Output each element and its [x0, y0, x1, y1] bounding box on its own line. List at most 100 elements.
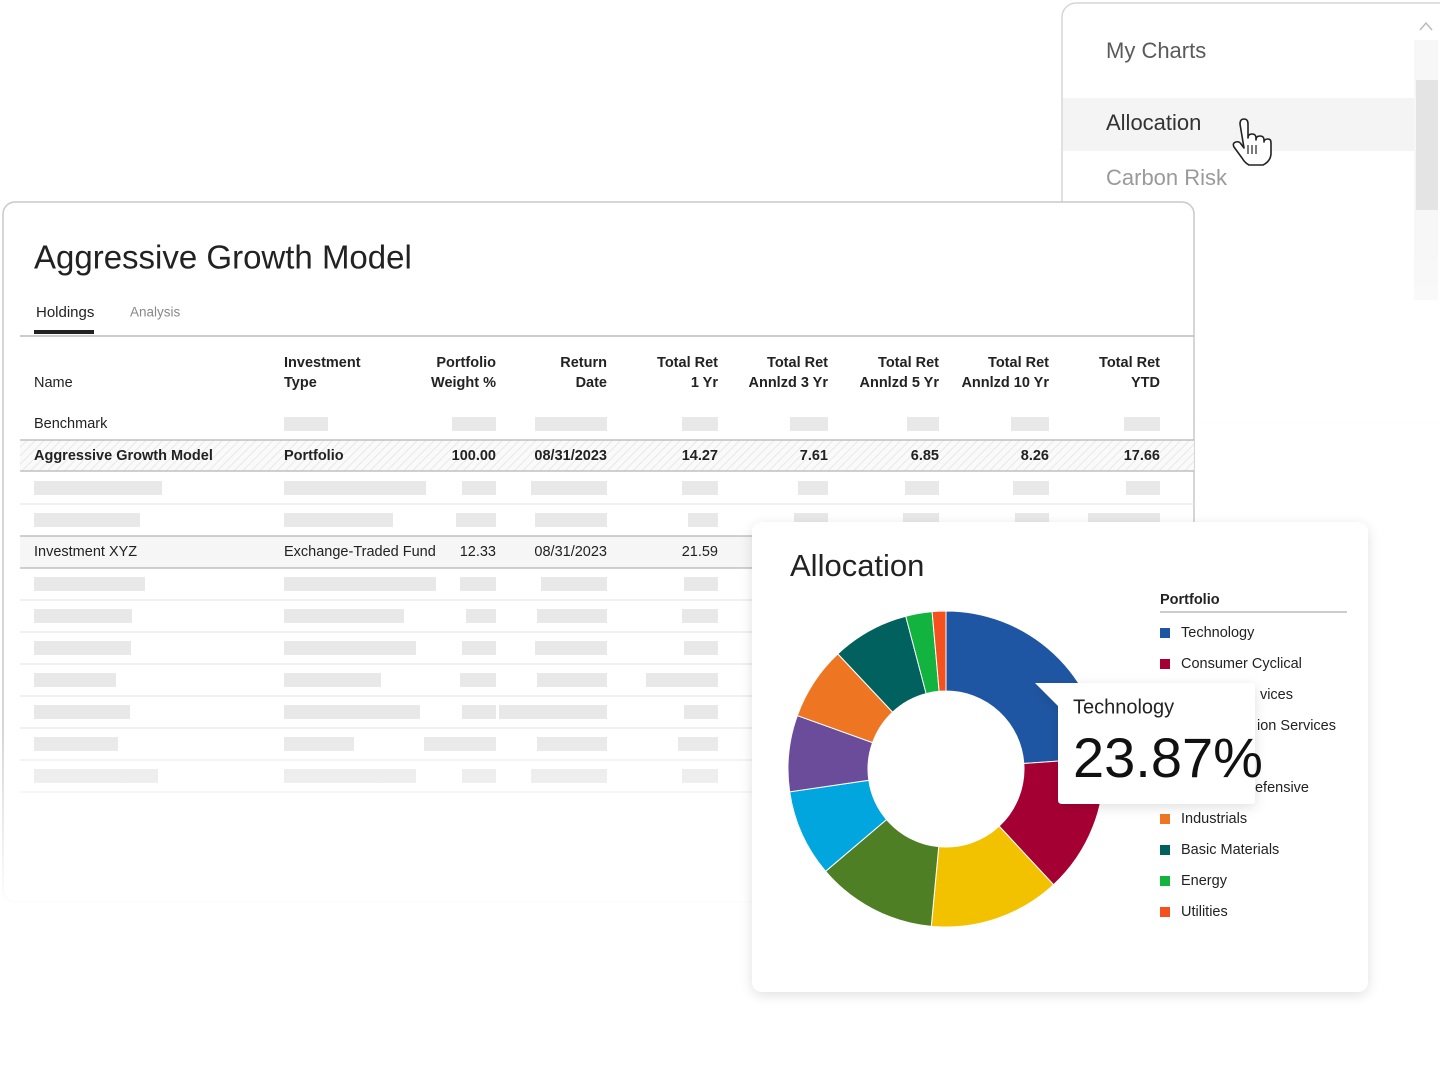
- table-cell: 100.00: [452, 448, 496, 464]
- skeleton: [34, 609, 132, 623]
- skeleton: [684, 641, 718, 655]
- skeleton: [790, 417, 828, 431]
- legend-label: Technology: [1181, 625, 1255, 641]
- skeleton: [798, 481, 828, 495]
- skeleton: [688, 513, 718, 527]
- skeleton: [682, 417, 718, 431]
- table-cell: 12.33: [460, 544, 496, 560]
- skeleton: [537, 673, 607, 687]
- legend-swatch: [1160, 876, 1170, 886]
- skeleton: [284, 673, 381, 687]
- skeleton: [462, 481, 496, 495]
- skeleton: [34, 673, 116, 687]
- skeleton: [284, 513, 393, 527]
- table-cell[interactable]: Aggressive Growth Model: [34, 448, 213, 464]
- skeleton: [682, 609, 718, 623]
- legend-swatch: [1160, 814, 1170, 824]
- skeleton: [531, 481, 607, 495]
- skeleton: [462, 705, 496, 719]
- skeleton: [284, 577, 436, 591]
- skeleton: [34, 705, 130, 719]
- skeleton: [1126, 481, 1160, 495]
- panel-title: Aggressive Growth Model: [34, 239, 412, 276]
- skeleton: [905, 481, 939, 495]
- tooltip-value: 23.87%: [1073, 726, 1263, 789]
- skeleton: [1011, 417, 1049, 431]
- table-cell: 08/31/2023: [534, 544, 607, 560]
- legend-label: Industrials: [1181, 811, 1247, 827]
- column-header: Annlzd 3 Yr: [749, 375, 829, 391]
- legend-label: Utilities: [1181, 904, 1228, 920]
- skeleton: [34, 481, 162, 495]
- column-header: Investment: [284, 355, 361, 371]
- skeleton: [456, 513, 496, 527]
- column-header: Total Ret: [657, 355, 718, 371]
- column-header: Total Ret: [1099, 355, 1160, 371]
- skeleton: [452, 417, 496, 431]
- skeleton: [466, 609, 496, 623]
- pie-slice[interactable]: [931, 610, 947, 692]
- skeleton: [284, 609, 404, 623]
- table-cell: 21.59: [682, 544, 718, 560]
- skeleton: [537, 609, 607, 623]
- menu-item[interactable]: My Charts: [1106, 38, 1206, 63]
- column-header: YTD: [1131, 375, 1160, 391]
- legend-label: Energy: [1181, 873, 1228, 889]
- skeleton: [284, 641, 416, 655]
- column-header: Total Ret: [988, 355, 1049, 371]
- menu-item[interactable]: Allocation: [1106, 110, 1201, 135]
- table-cell: Benchmark: [34, 416, 108, 432]
- tab-underline: [34, 330, 94, 334]
- legend-label: Basic Materials: [1181, 842, 1279, 858]
- column-header: Portfolio: [436, 355, 496, 371]
- skeleton: [535, 417, 607, 431]
- legend-swatch: [1160, 907, 1170, 917]
- table-cell: 17.66: [1124, 448, 1160, 464]
- legend-label: Consumer Cyclical: [1181, 656, 1302, 672]
- column-header: 1 Yr: [691, 375, 719, 391]
- column-header: Annlzd 5 Yr: [860, 375, 940, 391]
- legend-label: efensive: [1255, 780, 1309, 796]
- column-header: Type: [284, 375, 317, 391]
- menu-item[interactable]: Carbon Risk: [1106, 165, 1228, 190]
- cursor: [1232, 118, 1272, 166]
- skeleton: [684, 705, 718, 719]
- table-cell: 6.85: [911, 448, 939, 464]
- table-cell: Portfolio: [284, 448, 344, 464]
- skeleton: [499, 705, 607, 719]
- tab[interactable]: Holdings: [36, 304, 94, 321]
- tooltip-label: Technology: [1073, 696, 1174, 718]
- skeleton: [34, 513, 140, 527]
- tooltip: [1035, 683, 1255, 804]
- skeleton: [1124, 417, 1160, 431]
- tooltip-box: [1035, 683, 1255, 804]
- skeleton: [34, 641, 131, 655]
- allocation-card: Allocation Portfolio Technology Consumer Cy…: [752, 522, 1368, 992]
- chart-title: Allocation: [790, 548, 924, 583]
- skeleton: [284, 481, 426, 495]
- column-header: Annlzd 10 Yr: [961, 375, 1049, 391]
- table-cell: 7.61: [800, 448, 828, 464]
- skeleton: [284, 417, 328, 431]
- legend-title: Portfolio: [1160, 592, 1220, 608]
- legend-swatch: [1160, 659, 1170, 669]
- table-cell: Exchange-Traded Fund: [284, 544, 436, 560]
- skeleton: [535, 641, 607, 655]
- tab[interactable]: Analysis: [130, 305, 181, 320]
- skeleton: [684, 577, 718, 591]
- column-header: Total Ret: [767, 355, 828, 371]
- table-cell: 14.27: [682, 448, 718, 464]
- skeleton: [1013, 481, 1049, 495]
- legend-label: vices: [1260, 687, 1293, 703]
- skeleton: [907, 417, 939, 431]
- skeleton: [682, 481, 718, 495]
- table-cell[interactable]: Investment XYZ: [34, 544, 137, 560]
- scrollbar-thumb: [1416, 80, 1438, 210]
- column-header: Return: [560, 355, 607, 371]
- skeleton: [460, 673, 496, 687]
- scroll-up-arrow: [1419, 21, 1433, 31]
- table-cell: 08/31/2023: [534, 448, 607, 464]
- legend-swatch: [1160, 845, 1170, 855]
- skeleton: [284, 705, 420, 719]
